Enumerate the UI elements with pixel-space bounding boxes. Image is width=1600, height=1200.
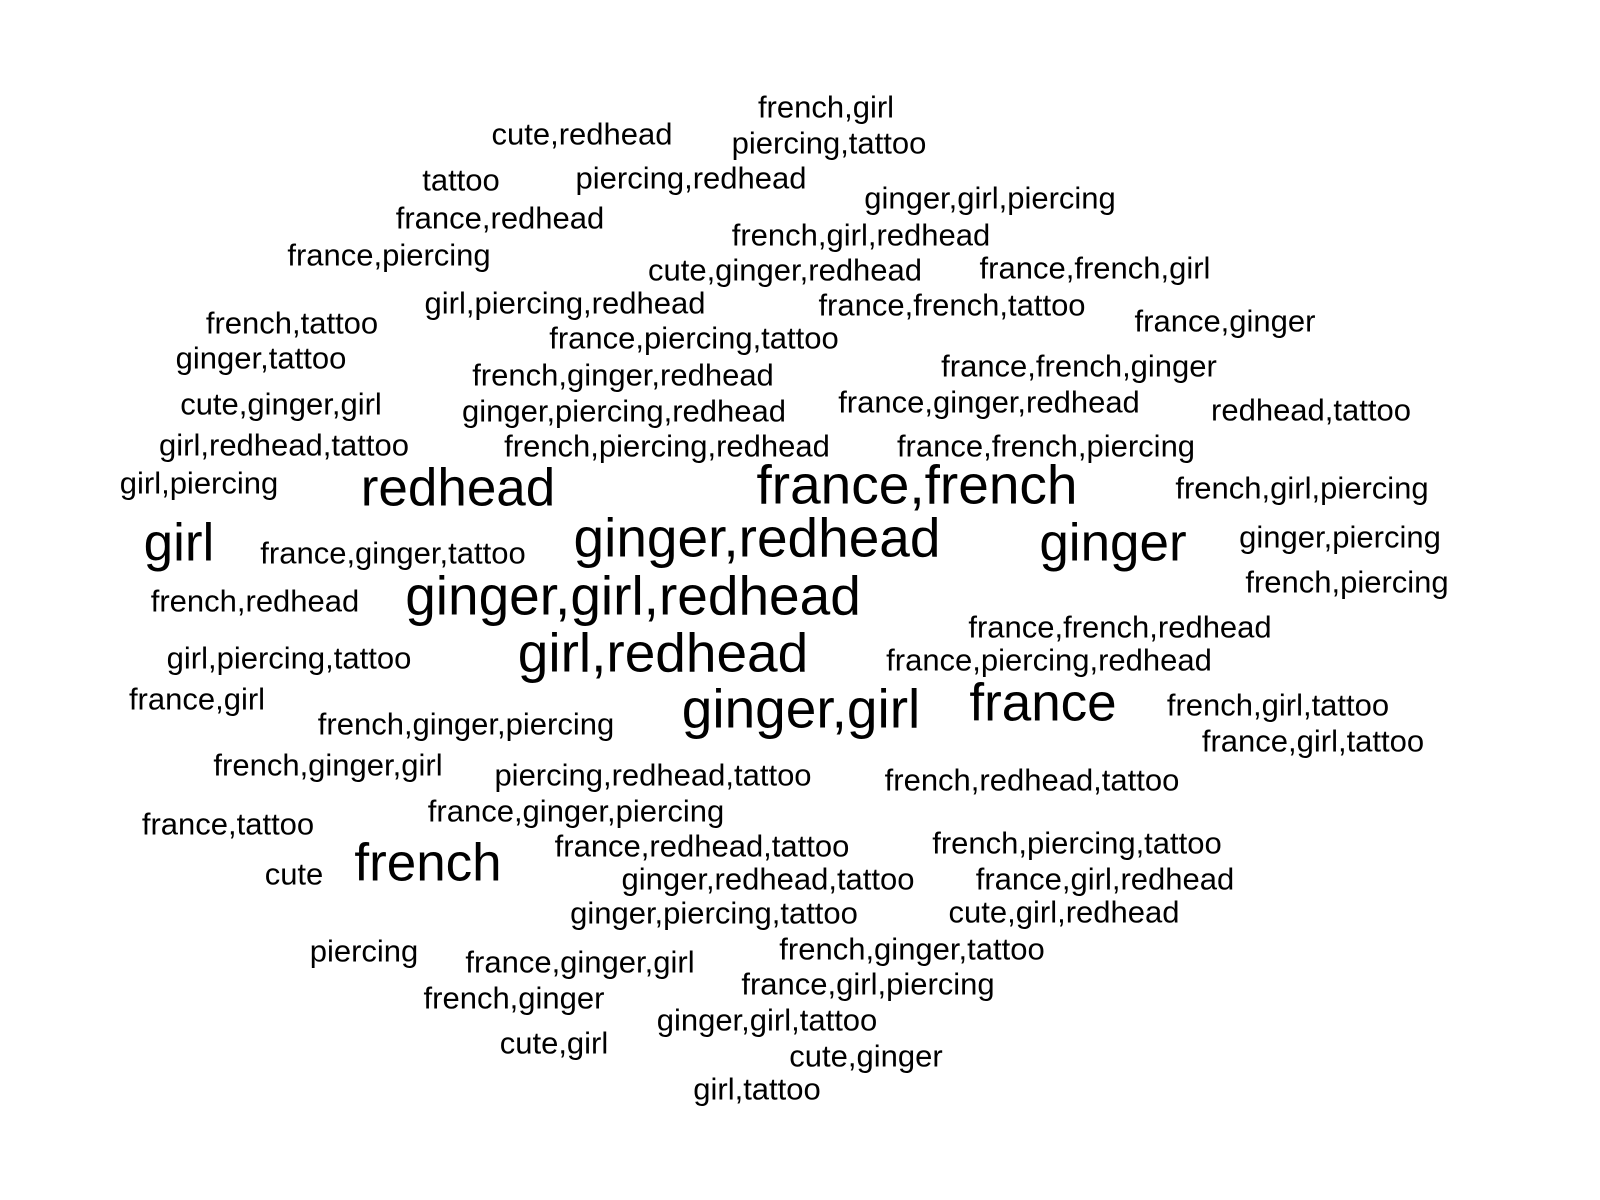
cloud-word: redhead,tattoo bbox=[1211, 392, 1411, 428]
cloud-word: french,tattoo bbox=[205, 305, 379, 341]
cloud-word: france,piercing bbox=[287, 237, 491, 273]
cloud-word: ginger,tattoo bbox=[175, 340, 347, 376]
cloud-word: cute,redhead bbox=[491, 116, 673, 152]
cloud-word: ginger,piercing bbox=[1239, 519, 1441, 555]
cloud-word: cute,ginger bbox=[789, 1038, 943, 1074]
cloud-word: piercing,redhead bbox=[575, 160, 807, 196]
cloud-word: ginger,girl,tattoo bbox=[656, 1002, 878, 1038]
cloud-word: french,piercing bbox=[1245, 564, 1449, 600]
cloud-word: france,ginger,piercing bbox=[427, 793, 725, 829]
cloud-word: france,ginger,tattoo bbox=[260, 535, 526, 571]
cloud-word: french,ginger,girl bbox=[213, 747, 443, 783]
cloud-word: french,piercing,redhead bbox=[504, 428, 830, 464]
cloud-word: france,girl,redhead bbox=[975, 861, 1235, 897]
cloud-word: girl bbox=[143, 513, 215, 573]
cloud-word: france,french,tattoo bbox=[818, 287, 1086, 323]
cloud-word: cute,girl,redhead bbox=[948, 894, 1180, 930]
cloud-word: girl,tattoo bbox=[693, 1071, 821, 1107]
cloud-word: french bbox=[354, 833, 502, 893]
cloud-word: girl,piercing,redhead bbox=[424, 285, 706, 321]
cloud-word: france,french,ginger bbox=[941, 348, 1217, 384]
cloud-word: ginger,redhead bbox=[573, 506, 941, 569]
cloud-word: french,ginger bbox=[423, 980, 605, 1016]
cloud-word: french,ginger,piercing bbox=[317, 706, 615, 742]
cloud-word: france,french,redhead bbox=[968, 609, 1272, 645]
cloud-word: france bbox=[969, 673, 1117, 733]
cloud-word: tattoo bbox=[422, 162, 500, 198]
cloud-word: france,girl bbox=[128, 681, 266, 717]
cloud-word: girl,redhead,tattoo bbox=[159, 427, 409, 463]
cloud-word: girl,redhead bbox=[517, 621, 809, 684]
cloud-word: french,redhead bbox=[150, 583, 360, 619]
cloud-word: redhead bbox=[360, 458, 556, 518]
cloud-word: france,redhead,tattoo bbox=[554, 828, 850, 864]
cloud-word: french,girl,piercing bbox=[1175, 470, 1429, 506]
cloud-word: ginger bbox=[1039, 513, 1187, 573]
cloud-word: french,girl,tattoo bbox=[1166, 687, 1390, 723]
cloud-word: france,tattoo bbox=[141, 806, 315, 842]
cloud-word: france,french,girl bbox=[979, 250, 1211, 286]
cloud-word: french,girl,redhead bbox=[731, 217, 991, 253]
cloud-word: ginger,girl bbox=[681, 677, 921, 740]
cloud-word: girl,piercing bbox=[119, 465, 279, 501]
cloud-word: french,piercing,tattoo bbox=[932, 825, 1222, 861]
cloud-word: france,french bbox=[756, 453, 1078, 516]
cloud-word: french,girl bbox=[757, 89, 895, 125]
cloud-word: france,ginger bbox=[1134, 303, 1316, 339]
cloud-word: france,ginger,girl bbox=[465, 944, 695, 980]
cloud-word: piercing bbox=[309, 933, 419, 969]
cloud-word: french,redhead,tattoo bbox=[884, 762, 1180, 798]
cloud-word: french,ginger,redhead bbox=[472, 357, 774, 393]
cloud-word: piercing,tattoo bbox=[731, 125, 927, 161]
cloud-word: france,french,piercing bbox=[896, 428, 1196, 464]
cloud-word: france,redhead bbox=[395, 200, 605, 236]
cloud-word: france,piercing,tattoo bbox=[549, 320, 839, 356]
cloud-word: french,ginger,tattoo bbox=[779, 931, 1045, 967]
cloud-word: ginger,redhead,tattoo bbox=[621, 861, 915, 897]
cloud-word: cute bbox=[264, 856, 324, 892]
cloud-word: piercing,redhead,tattoo bbox=[494, 757, 812, 793]
cloud-word: ginger,girl,redhead bbox=[405, 564, 861, 627]
cloud-word: france,ginger,redhead bbox=[838, 384, 1140, 420]
cloud-word: france,piercing,redhead bbox=[886, 642, 1212, 678]
cloud-word: girl,piercing,tattoo bbox=[166, 640, 412, 676]
cloud-word: cute,girl bbox=[499, 1025, 609, 1061]
cloud-word: ginger,girl,piercing bbox=[864, 180, 1116, 216]
cloud-word: france,girl,tattoo bbox=[1201, 723, 1425, 759]
cloud-word: france,girl,piercing bbox=[741, 966, 995, 1002]
cloud-word: ginger,piercing,redhead bbox=[461, 393, 787, 429]
cloud-word: cute,ginger,redhead bbox=[647, 252, 923, 288]
cloud-word: ginger,piercing,tattoo bbox=[570, 895, 858, 931]
cloud-word: cute,ginger,girl bbox=[180, 386, 382, 422]
